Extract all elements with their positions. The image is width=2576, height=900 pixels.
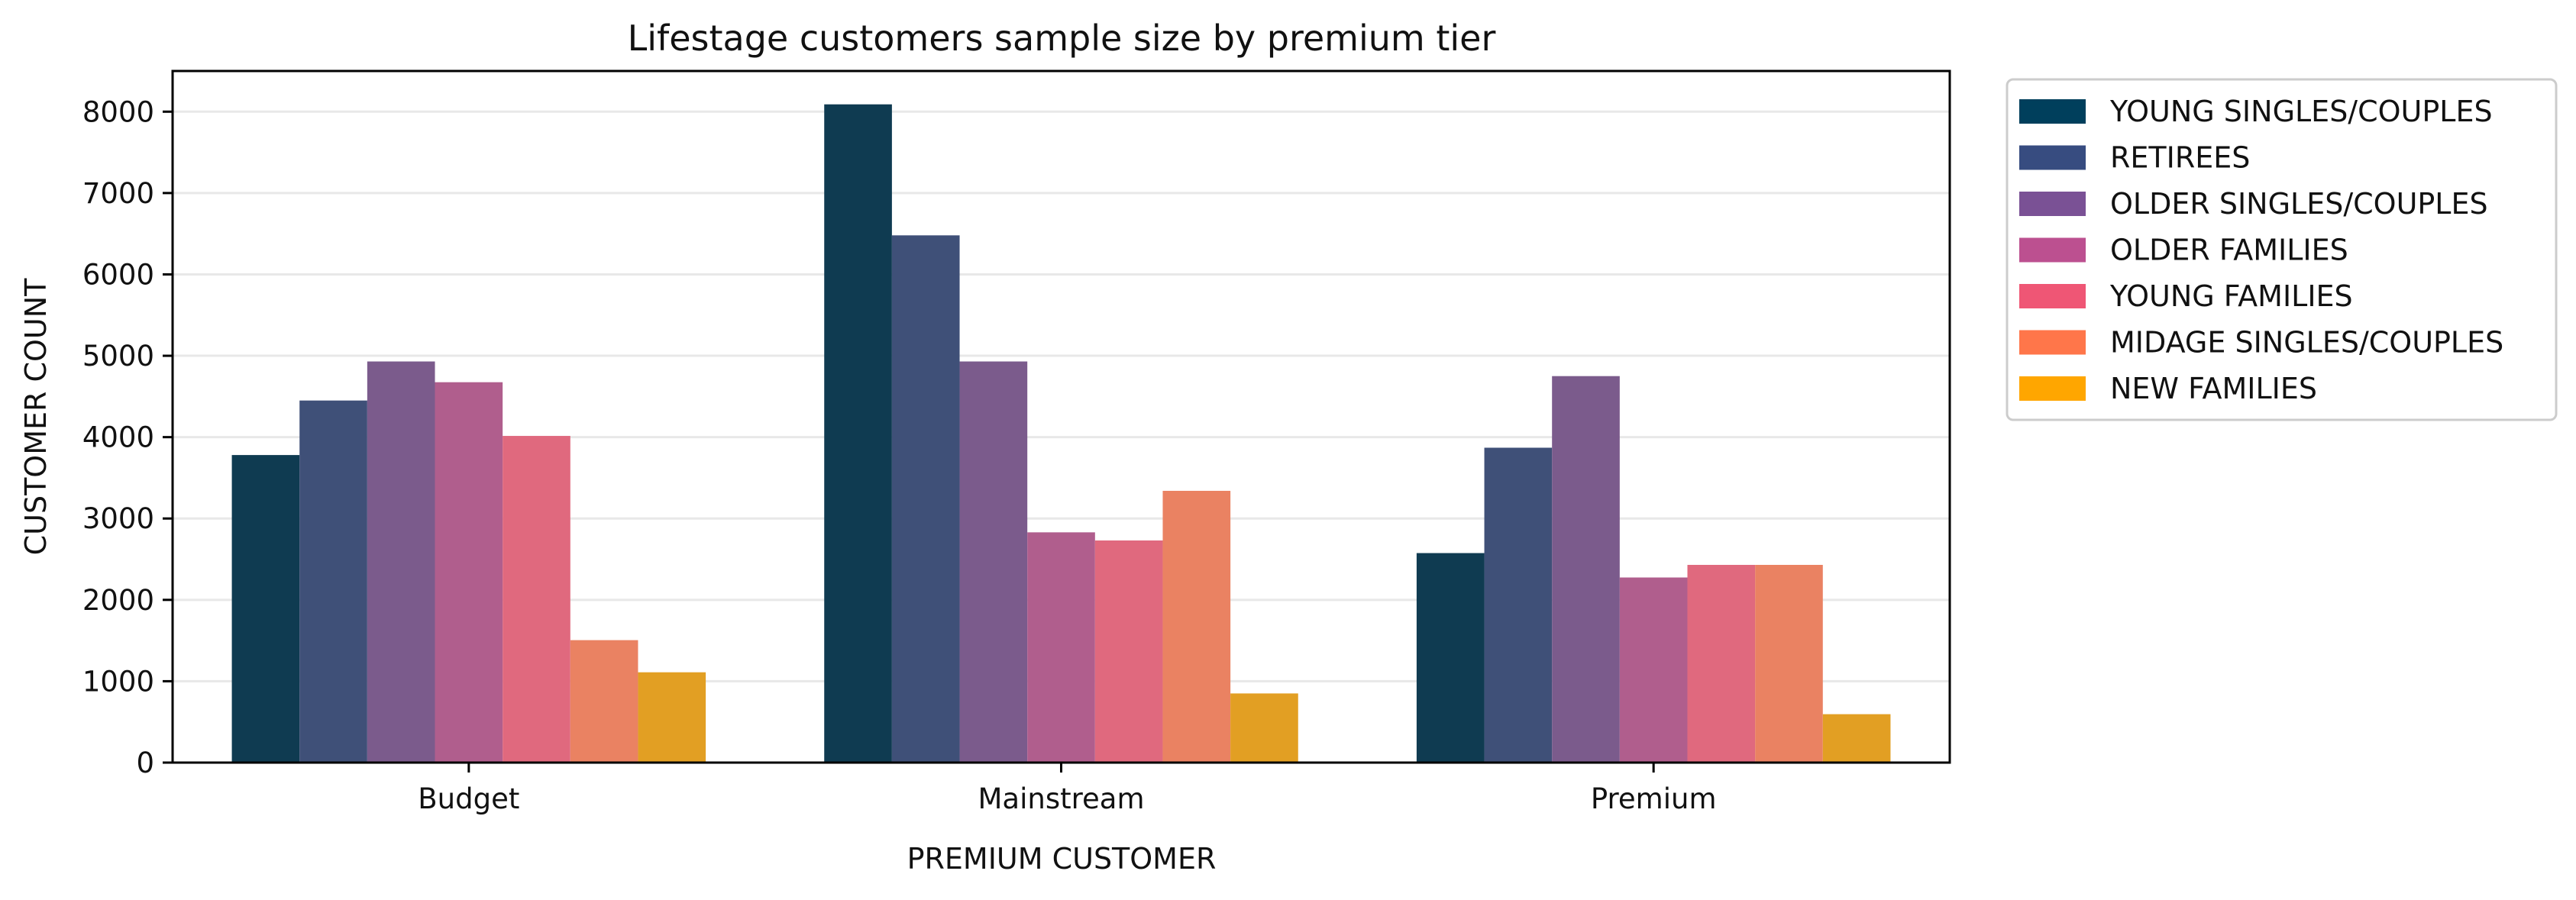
legend-label: OLDER FAMILIES [2110, 234, 2348, 267]
bar [891, 235, 960, 763]
y-tick-label: 7000 [82, 177, 154, 210]
bar [1687, 564, 1756, 763]
bar [959, 361, 1028, 763]
bar [435, 382, 503, 763]
y-axis-label: CUSTOMER COUNT [19, 278, 53, 556]
bars [231, 104, 1891, 763]
bar [299, 400, 367, 763]
x-tick-label: Premium [1591, 782, 1717, 815]
legend-swatch [2019, 284, 2086, 308]
bar [824, 104, 892, 763]
legend-label: MIDAGE SINGLES/COUPLES [2110, 326, 2503, 360]
bar [1094, 540, 1163, 763]
y-tick-label: 2000 [82, 584, 154, 617]
x-axis-ticks: Budget Mainstream Premium [418, 763, 1716, 815]
legend-swatch [2019, 330, 2086, 355]
chart-title: Lifestage customers sample size by premi… [628, 18, 1496, 59]
bar [1027, 532, 1095, 763]
x-tick-label: Mainstream [978, 782, 1145, 815]
bar [638, 672, 706, 763]
legend-swatch [2019, 237, 2086, 263]
y-tick-label: 6000 [82, 258, 154, 291]
y-axis-ticks: 0 1000 2000 3000 4000 5000 6000 7000 8000 [82, 95, 173, 779]
legend-frame [2006, 78, 2558, 421]
bar [1484, 447, 1553, 763]
bar [1416, 553, 1485, 763]
bar [1619, 577, 1688, 763]
legend-label: YOUNG SINGLES/COUPLES [2109, 95, 2493, 128]
y-tick-label: 0 [136, 747, 154, 779]
y-tick-label: 5000 [82, 340, 154, 373]
legend: YOUNG SINGLES/COUPLES RETIREES OLDER SINGL… [2006, 78, 2558, 421]
bar [1822, 714, 1891, 763]
bar [231, 455, 300, 763]
legend-swatch [2019, 376, 2086, 401]
y-tick-label: 4000 [82, 421, 154, 454]
y-tick-label: 1000 [82, 665, 154, 698]
legend-label: NEW FAMILIES [2110, 372, 2317, 405]
bar [503, 436, 570, 763]
bar [1552, 376, 1620, 763]
legend-label: YOUNG FAMILIES [2109, 279, 2353, 313]
bar [1162, 490, 1231, 763]
legend-swatch [2019, 145, 2086, 170]
bar [570, 640, 638, 763]
bar [1230, 693, 1298, 763]
legend-label: OLDER SINGLES/COUPLES [2110, 187, 2488, 221]
x-axis-label: PREMIUM CUSTOMER [907, 842, 1217, 876]
bar [1755, 564, 1823, 763]
legend-swatch [2019, 192, 2086, 216]
y-tick-label: 3000 [82, 502, 154, 535]
y-tick-label: 8000 [82, 95, 154, 128]
bar [367, 361, 435, 763]
legend-label: RETIREES [2110, 141, 2250, 175]
x-tick-label: Budget [418, 782, 519, 815]
legend-swatch [2019, 99, 2086, 124]
